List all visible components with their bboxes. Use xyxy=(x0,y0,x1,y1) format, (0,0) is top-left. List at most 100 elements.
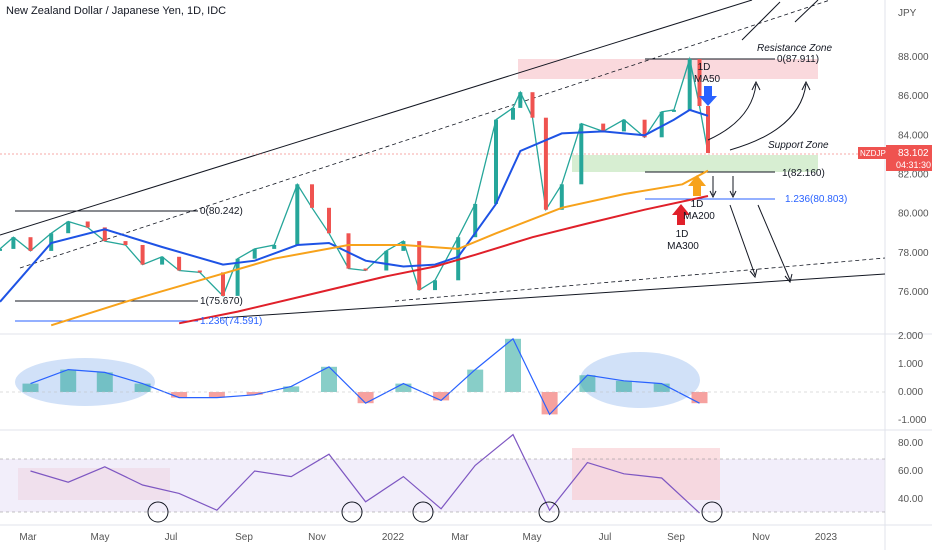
price-candle xyxy=(579,123,584,185)
macd-bar xyxy=(541,392,558,415)
countdown-tag: 04:31:30 xyxy=(896,160,931,170)
macd-bar xyxy=(246,392,263,395)
rsi-circle-5 xyxy=(701,501,723,523)
macd-bar xyxy=(433,392,450,401)
ma300-label-line1: 1D xyxy=(676,229,689,240)
resistance-zone xyxy=(518,59,818,79)
macd-bar xyxy=(283,386,300,392)
rsi-pane xyxy=(30,433,700,514)
price-candle xyxy=(433,280,437,291)
rsi-axis: 80.00 60.00 40.00 xyxy=(898,438,923,505)
macd-bar xyxy=(321,366,337,392)
macd-bar xyxy=(171,392,188,398)
fib-ext-left-label: 1.236(74.591) xyxy=(200,316,262,327)
time-axis: Mar May Jul Sep Nov 2022 Mar May Jul Sep Nov 2023 xyxy=(19,532,837,543)
projection-arrow-down-3-head xyxy=(749,268,758,279)
y-tick-main: 80.000 xyxy=(898,209,929,220)
fib-one-right-label: 1(82.160) xyxy=(782,168,825,179)
macd-bar xyxy=(579,375,596,392)
projection-arrow-top-1 xyxy=(741,1,781,41)
price-candle xyxy=(66,221,71,234)
price-candle xyxy=(252,248,257,259)
rsi-pink-zone-right xyxy=(572,448,720,500)
x-tick: Nov xyxy=(752,532,770,543)
rsi-circle-3 xyxy=(412,501,434,523)
price-candle xyxy=(346,233,351,269)
price-candle xyxy=(197,270,202,273)
y-tick-main: 82.000 xyxy=(898,170,929,181)
rsi-circle-2 xyxy=(341,501,363,523)
projection-arrow-up-2-head xyxy=(801,80,811,91)
x-tick: Jul xyxy=(599,532,612,543)
macd-bar xyxy=(395,383,412,392)
fib-top-left-label: 0(80.242) xyxy=(200,206,243,217)
ma50-label-line1: 1D xyxy=(698,62,711,73)
macd-bar xyxy=(467,369,484,392)
macd-bar xyxy=(653,383,670,392)
price-candle xyxy=(473,203,478,238)
currency-label: JPY xyxy=(898,8,917,19)
price-candle xyxy=(384,250,389,271)
channel-upper-line xyxy=(0,0,753,236)
ma50-blue-arrow xyxy=(699,86,717,106)
y-tick-rsi: 60.00 xyxy=(898,466,923,477)
projection-arrow-top-2 xyxy=(794,0,819,23)
y-tick-macd: -1.000 xyxy=(898,415,927,426)
price-candle xyxy=(543,117,548,210)
x-tick: 2023 xyxy=(815,532,838,543)
rsi-circle-4 xyxy=(538,501,560,523)
fib-ext-right-label: 1.236(80.803) xyxy=(785,194,847,205)
macd-bar xyxy=(615,380,632,392)
macd-bar xyxy=(208,392,225,398)
fib-one-left-label: 1(75.670) xyxy=(200,296,243,307)
projection-arrow-up-2 xyxy=(729,83,807,151)
price-candle xyxy=(160,256,165,265)
symbol-tag-bg xyxy=(858,147,886,159)
x-tick: May xyxy=(91,532,110,543)
fib-top-right-label: 0(87.911) xyxy=(777,54,819,65)
price-candle xyxy=(11,237,16,249)
macd-bar xyxy=(96,372,113,392)
price-candle xyxy=(642,119,647,138)
price-candle xyxy=(102,227,107,242)
support-zone-label: Support Zone xyxy=(768,140,829,151)
x-tick: Sep xyxy=(667,532,685,543)
ma300-label-line2: MA300 xyxy=(667,241,699,252)
price-candle xyxy=(511,107,515,120)
price-candle xyxy=(140,245,145,265)
symbol-tag: NZDJPY xyxy=(860,149,892,158)
price-candle xyxy=(85,221,90,228)
projection-arrow-down-1-head xyxy=(709,190,717,199)
support-zone xyxy=(572,155,818,172)
macd-axis: 2.000 1.000 0.000 -1.000 xyxy=(898,331,927,426)
y-tick-main: 78.000 xyxy=(898,248,929,259)
ma200-label-line2: MA200 xyxy=(683,211,715,222)
ma200-orange-arrow xyxy=(688,175,706,196)
x-tick: May xyxy=(523,532,542,543)
macd-bar xyxy=(60,369,77,392)
x-tick: Mar xyxy=(451,532,469,543)
macd-bar xyxy=(505,338,521,392)
x-tick: Mar xyxy=(19,532,37,543)
price-candle xyxy=(310,184,314,208)
last-price-tag-bg xyxy=(886,145,932,171)
last-price-tag: 83.102 xyxy=(898,148,929,159)
x-tick: Nov xyxy=(308,532,326,543)
rsi-circle-1 xyxy=(147,501,169,523)
macd-pane xyxy=(22,337,708,416)
price-candle xyxy=(0,248,2,251)
y-tick-macd: 1.000 xyxy=(898,359,923,370)
macd-ellipse-left xyxy=(15,358,155,406)
channel-lower-dashed xyxy=(394,257,886,302)
ma300-red-arrow xyxy=(672,204,690,225)
y-tick-macd: 0.000 xyxy=(898,387,923,398)
ma50-line xyxy=(0,108,709,303)
projection-arrow-down-4 xyxy=(757,204,791,281)
channel-upper-dashed xyxy=(19,0,831,269)
price-candle xyxy=(697,59,702,106)
x-tick: Sep xyxy=(235,532,253,543)
macd-bar xyxy=(691,392,708,404)
price-candle xyxy=(123,241,128,245)
price-candle xyxy=(559,184,564,210)
